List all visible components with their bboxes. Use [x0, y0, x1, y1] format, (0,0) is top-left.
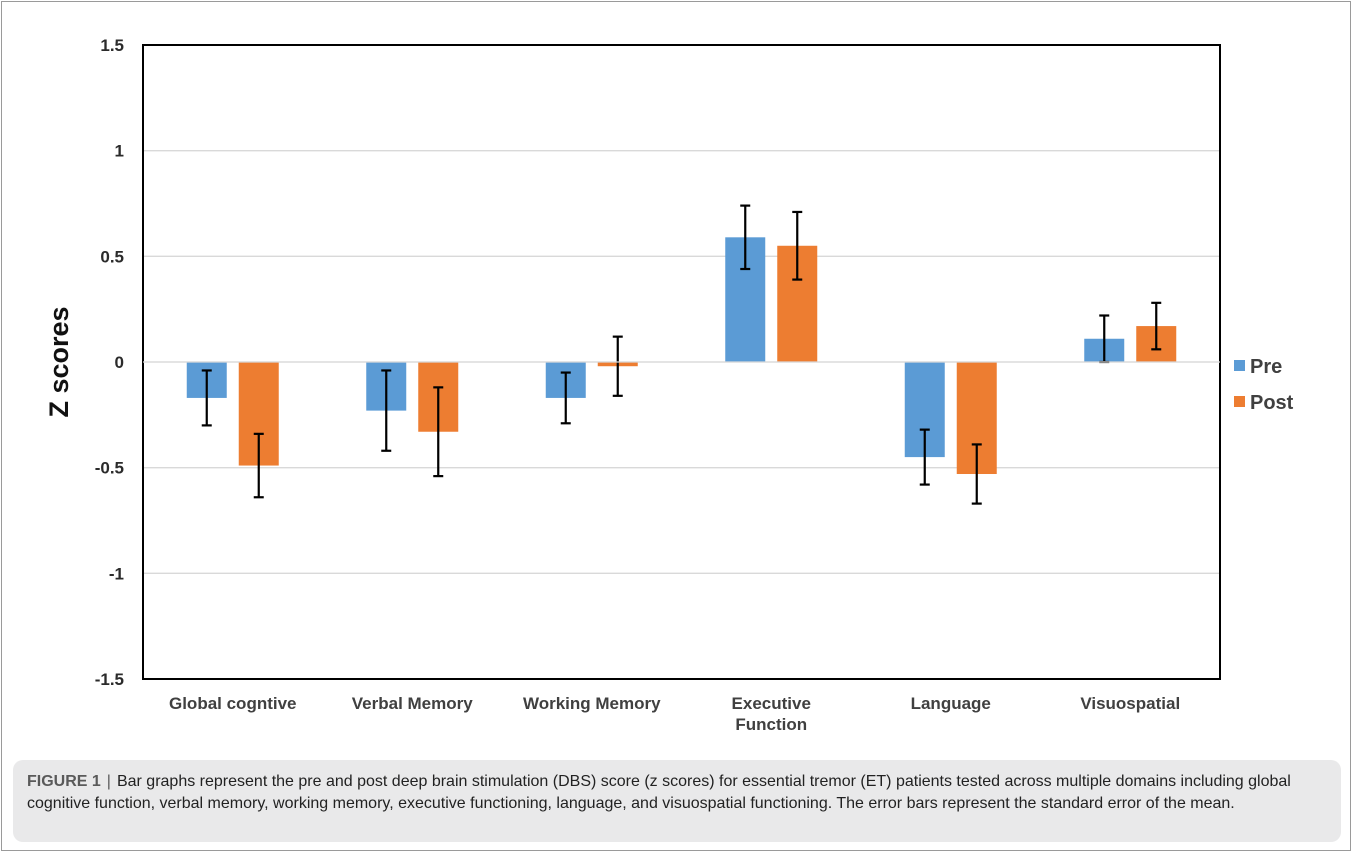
y-axis-title: Z scores — [44, 306, 74, 417]
figure-caption: FIGURE 1 | Bar graphs represent the pre an… — [13, 760, 1341, 842]
legend-swatch-post — [1234, 396, 1245, 407]
x-category-label: Language — [911, 694, 991, 713]
legend: Pre Post — [1234, 356, 1294, 414]
axis-labels: 1.5 1 0.5 0 -0.5 -1 -1.5 Global cogntive Verbal … — [95, 36, 1180, 734]
y-tick-label: -0.5 — [95, 459, 124, 478]
caption-label: FIGURE 1 — [27, 773, 101, 790]
bars — [186, 237, 1177, 475]
bar-chart: 1.5 1 0.5 0 -0.5 -1 -1.5 Global cogntive Verbal … — [44, 36, 1294, 734]
axes — [142, 44, 1221, 680]
x-category-label: Executive — [732, 694, 811, 713]
legend-swatch-pre — [1234, 360, 1245, 371]
y-tick-label: 0 — [115, 353, 124, 372]
x-category-label: Working Memory — [523, 694, 661, 713]
caption-separator: | — [106, 773, 111, 790]
y-tick-label: 0.5 — [100, 247, 124, 266]
x-category-label: Global cogntive — [169, 694, 297, 713]
caption-text: Bar graphs represent the pre and post de… — [27, 773, 1291, 812]
x-category-label: Verbal Memory — [352, 694, 473, 713]
x-category-label: Function — [735, 715, 807, 734]
legend-label-post: Post — [1250, 392, 1294, 414]
error-bars — [201, 204, 1162, 505]
y-tick-label: 1.5 — [100, 36, 124, 55]
x-category-label: Visuospatial — [1080, 694, 1180, 713]
y-tick-label: -1.5 — [95, 670, 124, 689]
legend-label-pre: Pre — [1250, 356, 1282, 378]
y-tick-label: 1 — [115, 142, 124, 161]
y-tick-label: -1 — [109, 564, 124, 583]
